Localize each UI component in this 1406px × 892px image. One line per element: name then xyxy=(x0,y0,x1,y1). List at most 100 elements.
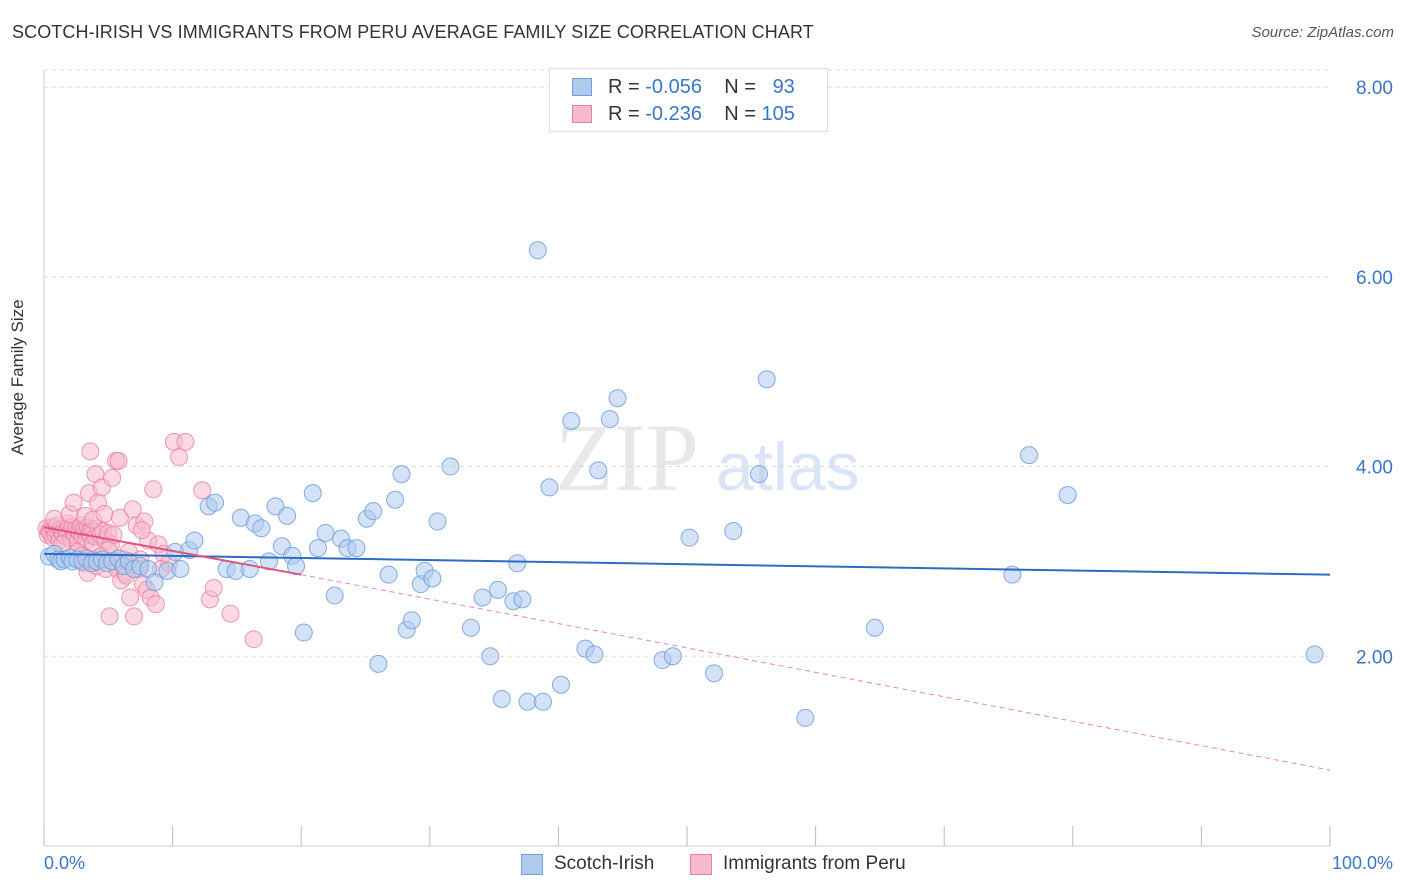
peru-point xyxy=(121,588,140,607)
scotch-irish-point xyxy=(528,241,547,260)
scotch-irish-trendline xyxy=(43,552,1331,576)
legend-n-value: 105 xyxy=(761,103,795,125)
peru-point xyxy=(193,481,212,500)
bottom-legend-swatch-blue xyxy=(521,854,543,875)
scotch-irish-point xyxy=(303,484,322,503)
peru-point xyxy=(204,578,223,597)
scotch-irish-point xyxy=(308,539,327,558)
scotch-irish-point xyxy=(379,565,398,584)
bottom-legend-label: Scotch-Irish xyxy=(554,853,655,874)
scotch-irish-point xyxy=(481,647,500,666)
peru-point xyxy=(144,480,163,499)
scotch-irish-point xyxy=(171,559,190,578)
scotch-irish-point xyxy=(240,559,259,578)
peru-point xyxy=(64,493,83,512)
peru-point xyxy=(146,595,165,614)
scotch-irish-point xyxy=(551,675,570,694)
scotch-irish-point xyxy=(364,502,383,521)
peru-point xyxy=(132,521,151,540)
bottom-legend-swatch-pink xyxy=(690,854,712,875)
legend-r-label: R = xyxy=(608,76,640,98)
scotch-irish-point xyxy=(1020,446,1039,465)
y-tick-label: 6.00 xyxy=(1356,268,1393,289)
legend-n-label: N = xyxy=(724,103,756,125)
scotch-irish-point xyxy=(488,580,507,599)
scotch-irish-point xyxy=(589,461,608,480)
scotch-irish-point xyxy=(252,519,271,538)
scotch-irish-point xyxy=(663,647,682,666)
scotch-irish-point xyxy=(266,497,285,516)
scotch-irish-point xyxy=(680,528,699,547)
y-axis-label: Average Family Size xyxy=(8,299,27,455)
peru-point xyxy=(45,509,64,528)
y-tick-label: 8.00 xyxy=(1356,78,1393,99)
peru-trendline xyxy=(43,526,302,576)
scotch-irish-point xyxy=(562,412,581,431)
legend-r-value: -0.056 xyxy=(645,76,702,98)
peru-point xyxy=(244,630,263,649)
scotch-irish-point xyxy=(750,465,769,484)
legend-n-label: N = xyxy=(724,76,756,98)
watermark: ZIP atlas xyxy=(555,404,860,511)
scotch-irish-point xyxy=(461,618,480,637)
scotch-irish-point xyxy=(428,512,447,531)
peru-trendline-extension xyxy=(301,574,1331,771)
scotch-irish-point xyxy=(473,588,492,607)
legend-swatch-pink xyxy=(572,105,592,123)
scotch-irish-point xyxy=(347,539,366,558)
peru-point xyxy=(81,442,100,461)
scotch-irish-point xyxy=(1305,645,1324,664)
trendlines xyxy=(43,526,1331,771)
stats-legend: R = -0.056 N = 93 R = -0.236 N = 105 xyxy=(549,68,828,132)
scotch-irish-point xyxy=(724,522,743,541)
peru-point xyxy=(109,451,128,470)
scotch-irish-point xyxy=(316,523,335,542)
scotch-irish-point xyxy=(386,490,405,509)
bottom-legend-label: Immigrants from Peru xyxy=(723,853,906,874)
x-tick-label: 100.0% xyxy=(1332,853,1393,873)
y-tick-label: 4.00 xyxy=(1356,458,1393,479)
scotch-irish-point xyxy=(585,645,604,664)
scotch-irish-point xyxy=(533,692,552,711)
peru-point xyxy=(125,607,144,626)
scotch-irish-point xyxy=(423,569,442,588)
scotch-irish-point xyxy=(294,623,313,642)
peru-point xyxy=(221,604,240,623)
scotch-irish-point xyxy=(402,611,421,630)
peru-point xyxy=(176,432,195,451)
legend-r-label: R = xyxy=(608,103,640,125)
scotch-irish-point xyxy=(865,618,884,637)
legend-n-value: 93 xyxy=(772,76,795,98)
scotch-irish-point xyxy=(608,389,627,408)
scotch-irish-point xyxy=(206,493,225,512)
scotch-irish-point xyxy=(441,457,460,476)
scotch-irish-point xyxy=(369,654,388,673)
peru-point xyxy=(100,607,119,626)
legend-swatch-blue xyxy=(572,78,592,96)
scotch-irish-point xyxy=(518,692,537,711)
peru-point xyxy=(95,504,114,523)
scotch-irish-point xyxy=(757,370,776,389)
legend-r-value: -0.236 xyxy=(645,103,702,125)
axes xyxy=(43,70,1331,847)
y-tick-label: 2.00 xyxy=(1356,647,1393,668)
peru-point xyxy=(110,508,129,527)
scotch-irish-point xyxy=(796,708,815,727)
scotch-irish-point xyxy=(600,410,619,429)
chart-title: SCOTCH-IRISH VS IMMIGRANTS FROM PERU AVE… xyxy=(12,22,814,42)
scotch-irish-point xyxy=(492,689,511,708)
scotch-irish-point xyxy=(185,531,204,550)
scotch-irish-point xyxy=(145,573,164,592)
scotch-irish-point xyxy=(325,586,344,605)
scotch-irish-point xyxy=(392,465,411,484)
scotch-irish-point xyxy=(1058,485,1077,504)
scotch-irish-point xyxy=(705,664,724,683)
series-peru-points xyxy=(37,432,263,649)
scotch-irish-point xyxy=(278,506,297,525)
scotch-irish-point xyxy=(508,554,527,573)
scotch-irish-point xyxy=(540,478,559,497)
tick-labels: 2.00 4.00 6.00 8.00 0.0% 100.0% xyxy=(44,78,1393,873)
scotch-irish-point xyxy=(513,590,532,609)
watermark-atlas: atlas xyxy=(716,429,860,505)
